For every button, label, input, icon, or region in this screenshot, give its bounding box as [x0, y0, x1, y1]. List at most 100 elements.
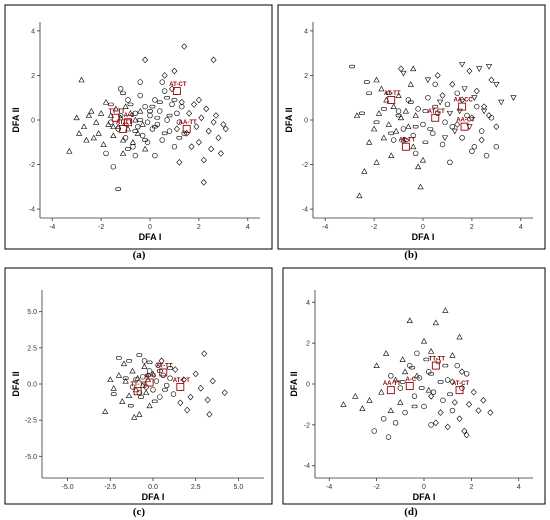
y-tick-label: 4	[306, 300, 310, 307]
y-tick-label: 2.5	[27, 345, 37, 352]
data-point	[373, 159, 380, 165]
data-point	[203, 105, 210, 113]
data-point	[220, 121, 227, 128]
data-point	[122, 376, 129, 380]
data-point	[181, 130, 187, 137]
y-tick-label: 4	[304, 28, 308, 35]
data-point	[171, 98, 178, 102]
data-point	[125, 97, 131, 103]
data-point	[373, 362, 380, 368]
data-point	[132, 116, 139, 123]
data-point	[132, 110, 139, 117]
data-point	[129, 367, 136, 374]
data-point	[456, 333, 463, 340]
data-point	[78, 76, 85, 83]
centroid-marker	[133, 387, 142, 396]
data-point	[400, 136, 407, 143]
centroid-label: A-C	[405, 377, 416, 383]
data-point	[481, 103, 488, 110]
data-point	[212, 112, 220, 119]
data-point	[440, 397, 446, 404]
data-point	[423, 357, 430, 362]
data-point	[132, 152, 139, 159]
series-inv-triangle	[400, 61, 517, 142]
centroid-marker	[159, 368, 168, 377]
data-point	[143, 389, 150, 396]
data-point	[190, 101, 198, 108]
data-point	[142, 145, 149, 152]
data-point	[73, 114, 80, 121]
data-point	[142, 138, 149, 142]
data-point	[419, 156, 427, 163]
data-point	[466, 67, 473, 75]
data-point	[430, 389, 437, 395]
data-point	[416, 375, 422, 381]
data-point	[115, 372, 122, 378]
data-point	[180, 376, 187, 383]
x-tick-label: -2	[371, 224, 377, 231]
data-point	[439, 141, 446, 148]
x-tick-label: 4	[519, 224, 523, 231]
data-point	[371, 428, 377, 434]
data-point	[205, 127, 212, 135]
data-point	[410, 143, 417, 150]
data-point	[459, 385, 465, 391]
data-point	[139, 132, 146, 139]
data-point	[107, 102, 114, 107]
centroid-marker	[460, 122, 469, 131]
data-point	[397, 114, 405, 121]
centroid-marker	[176, 382, 185, 391]
data-point	[447, 392, 453, 396]
data-point	[103, 150, 109, 157]
data-point	[173, 125, 180, 133]
data-point	[392, 376, 399, 383]
data-point	[186, 110, 193, 117]
data-point	[442, 119, 448, 125]
data-point	[493, 81, 500, 88]
y-tick-label: -2	[29, 162, 35, 169]
centroid-marker	[124, 118, 132, 127]
centroid-marker	[401, 142, 410, 151]
data-point	[407, 100, 414, 104]
x-tick-label: 2	[470, 224, 474, 231]
data-point	[418, 386, 425, 390]
data-point	[136, 353, 143, 357]
data-point	[215, 134, 222, 142]
data-point	[120, 360, 128, 367]
data-point	[476, 66, 483, 72]
centroid-marker	[119, 124, 128, 133]
centroid-label: TT-TT	[109, 109, 126, 115]
data-point	[208, 145, 215, 153]
data-point	[385, 91, 392, 95]
data-point	[130, 144, 136, 150]
data-point	[399, 356, 406, 362]
data-point	[217, 150, 224, 157]
data-point	[434, 110, 441, 117]
panel-frame	[277, 4, 546, 250]
x-tick-label: -2.5	[104, 484, 116, 491]
data-point	[373, 120, 380, 124]
data-point	[468, 114, 475, 122]
y-axis-title: DFA II	[289, 371, 299, 396]
data-point	[149, 370, 157, 377]
x-tick-label: -4	[49, 224, 55, 231]
data-point	[204, 396, 211, 404]
data-point	[139, 382, 146, 388]
data-point	[187, 393, 194, 401]
data-point	[151, 124, 158, 129]
data-point	[352, 393, 359, 399]
centroid-label: AT-CT	[169, 82, 187, 88]
y-tick-label: 2	[306, 341, 310, 348]
series-circle	[129, 358, 177, 400]
chart-panel-b: -4 -2 0 2 4 -4 -2 0 2 4 DFA I DFA II AT-TT AA-CC AT-CT…	[277, 4, 546, 250]
data-point	[478, 136, 485, 144]
data-point	[435, 358, 441, 365]
data-point	[141, 363, 148, 370]
centroid-marker	[386, 386, 395, 395]
data-point	[125, 147, 131, 151]
data-point	[107, 376, 114, 383]
data-point	[122, 103, 129, 110]
series-hexagon	[349, 64, 439, 144]
data-point	[198, 114, 205, 122]
data-point	[151, 399, 158, 404]
